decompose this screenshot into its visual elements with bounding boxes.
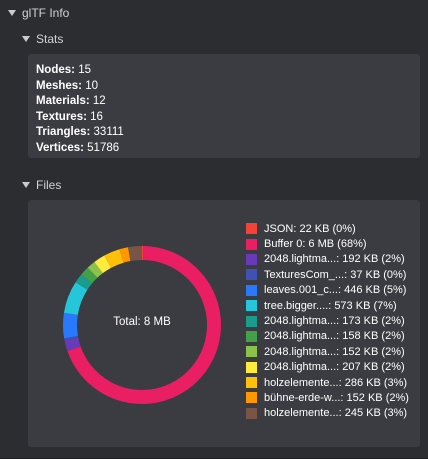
collapse-arrow-icon	[22, 182, 30, 188]
donut-slice[interactable]	[104, 249, 124, 268]
legend-swatch	[246, 377, 257, 389]
legend-swatch	[246, 300, 257, 312]
stat-row: Materials: 12	[36, 94, 124, 110]
stat-row: Nodes: 15	[36, 63, 124, 79]
legend-label: tree.bigger....: 573 KB (7%)	[264, 299, 397, 312]
legend-swatch	[246, 392, 257, 404]
legend-item[interactable]: 2048.lightma...: 158 KB (2%)	[246, 329, 409, 344]
stat-value: 12	[92, 95, 106, 107]
total-size-label: Total: 8 MB	[113, 316, 171, 328]
legend-item[interactable]: bühne-erde-w...: 152 KB (2%)	[246, 390, 409, 405]
legend-label: leaves.001_c...: 446 KB (5%)	[264, 284, 407, 297]
stats-title: Stats	[36, 32, 64, 46]
legend-item[interactable]: TexturesCom_...: 37 KB (0%)	[246, 267, 409, 282]
donut-slice[interactable]	[75, 274, 93, 290]
donut-slice[interactable]	[81, 267, 98, 284]
donut-slice[interactable]	[64, 337, 81, 351]
legend-label: 2048.lightma...: 207 KB (2%)	[264, 361, 405, 374]
donut-slice[interactable]	[87, 261, 103, 278]
stat-row: Meshes: 10	[36, 79, 124, 95]
legend-swatch	[246, 330, 257, 342]
legend-swatch	[246, 269, 257, 281]
stat-value: 10	[85, 79, 99, 92]
legend-swatch	[246, 361, 257, 373]
stat-label: Vertices:	[36, 141, 84, 154]
legend-item[interactable]: 2048.lightma...: 207 KB (2%)	[246, 360, 409, 375]
legend-label: 2048.lightma...: 158 KB (2%)	[264, 330, 405, 343]
legend-swatch	[246, 315, 257, 327]
legend-label: Buffer 0: 6 MB (68%)	[264, 238, 367, 251]
legend-swatch	[246, 346, 257, 358]
collapse-arrow-icon	[22, 36, 30, 42]
legend-label: holzelemente...: 286 KB (3%)	[264, 376, 408, 389]
legend-item[interactable]: holzelemente...: 245 KB (3%)	[246, 406, 409, 421]
gltf-info-header[interactable]: glTF Info	[8, 6, 69, 20]
legend-item[interactable]: 2048.lightma...: 173 KB (2%)	[246, 313, 409, 328]
donut-slice[interactable]	[67, 246, 221, 404]
files-panel	[28, 200, 420, 447]
donut-slice[interactable]	[119, 247, 131, 263]
donut-slice[interactable]	[63, 282, 88, 316]
gltf-info-title: glTF Info	[22, 6, 70, 20]
legend-swatch	[246, 223, 257, 235]
stat-row: Triangles: 33111	[36, 125, 124, 141]
legend-label: 2048.lightma...: 192 KB (2%)	[264, 253, 405, 266]
legend-label: JSON: 22 KB (0%)	[264, 222, 356, 235]
files-legend: JSON: 22 KB (0%) Buffer 0: 6 MB (68%) 2048…	[246, 221, 409, 421]
stat-label: Textures:	[36, 110, 87, 123]
stat-label: Triangles:	[36, 126, 91, 138]
donut-slice[interactable]	[94, 255, 112, 274]
legend-swatch	[246, 238, 257, 250]
stat-row: Textures: 16	[36, 110, 124, 126]
collapse-arrow-icon	[8, 10, 16, 16]
stat-value: 51786	[87, 141, 120, 154]
legend-swatch	[246, 284, 257, 296]
stat-value: 33111	[93, 126, 124, 138]
stats-panel: Nodes: 15 Meshes: 10 Materials: 12 Textures…	[28, 54, 420, 158]
legend-item[interactable]: 2048.lightma...: 192 KB (2%)	[246, 252, 409, 267]
stat-label: Meshes:	[36, 79, 83, 92]
legend-label: bühne-erde-w...: 152 KB (2%)	[264, 391, 409, 404]
legend-label: holzelemente...: 245 KB (3%)	[264, 407, 408, 420]
stats-header[interactable]: Stats	[22, 32, 63, 46]
legend-label: 2048.lightma...: 152 KB (2%)	[264, 345, 405, 358]
stat-row: Vertices: 51786	[36, 141, 124, 157]
legend-item[interactable]: 2048.lightma...: 152 KB (2%)	[246, 344, 409, 359]
legend-label: 2048.lightma...: 173 KB (2%)	[264, 315, 405, 328]
stat-label: Nodes:	[36, 64, 75, 76]
stat-label: Materials:	[36, 95, 90, 107]
stats-list: Nodes: 15 Meshes: 10 Materials: 12 Textures…	[36, 63, 124, 156]
legend-item[interactable]: Buffer 0: 6 MB (68%)	[246, 236, 409, 251]
files-header[interactable]: Files	[22, 178, 61, 192]
legend-label: TexturesCom_...: 37 KB (0%)	[264, 268, 407, 281]
files-title: Files	[36, 178, 62, 192]
donut-slice[interactable]	[63, 312, 78, 339]
legend-swatch	[246, 253, 257, 265]
stat-value: 16	[90, 110, 103, 123]
stat-value: 15	[78, 64, 91, 76]
legend-item[interactable]: tree.bigger....: 573 KB (7%)	[246, 298, 409, 313]
legend-item[interactable]: holzelemente...: 286 KB (3%)	[246, 375, 409, 390]
legend-item[interactable]: JSON: 22 KB (0%)	[246, 221, 409, 236]
legend-item[interactable]: leaves.001_c...: 446 KB (5%)	[246, 283, 409, 298]
legend-swatch	[246, 407, 257, 419]
donut-slice[interactable]	[128, 246, 143, 262]
